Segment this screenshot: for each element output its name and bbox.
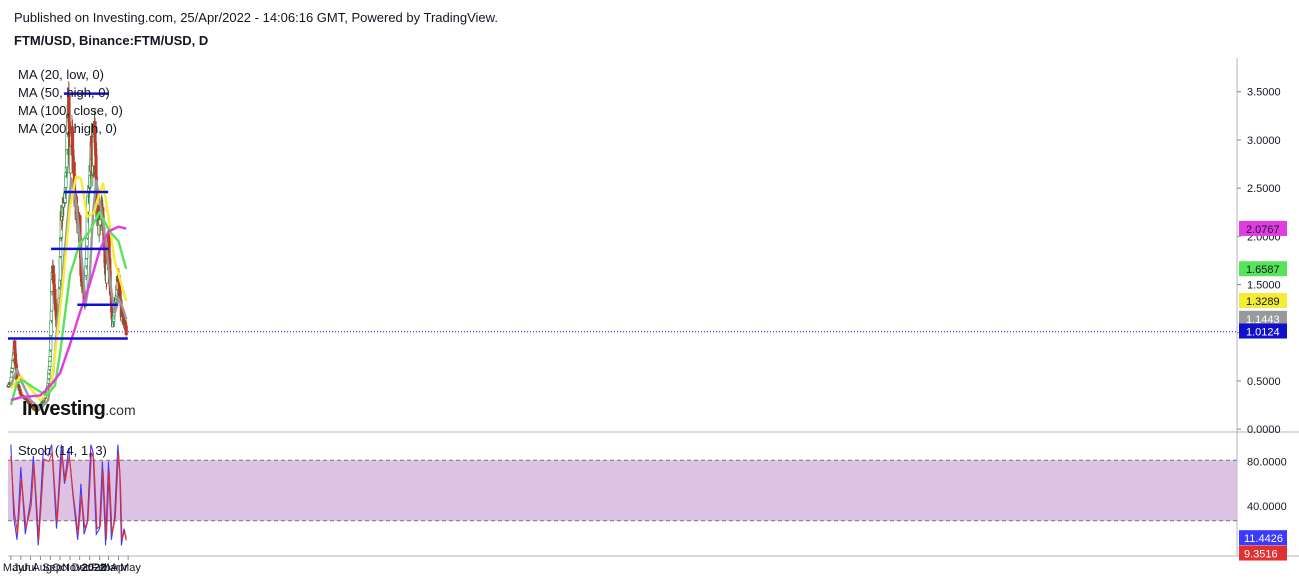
candle-body (9, 372, 14, 378)
ma-line (10, 225, 127, 402)
price-tick-label: 3.5000 (1247, 87, 1281, 99)
time-tick-label: Sep (42, 562, 62, 574)
time-tick-label: Dec (72, 562, 92, 574)
price-tick-label: 0.5000 (1247, 376, 1281, 388)
published-caption: Published on Investing.com, 25/Apr/2022 … (14, 10, 498, 25)
price-tick-label: 2.5000 (1247, 183, 1281, 195)
ma-line (9, 177, 128, 411)
price-label-text: 1.1443 (1246, 314, 1280, 326)
time-tick-label: Aug (32, 562, 52, 574)
time-tick-label: Oct (52, 562, 69, 574)
candle-body (124, 325, 128, 336)
ma-legend-item: MA (50, high, 0) (18, 85, 110, 100)
candle-body (48, 360, 52, 367)
candle-body (47, 366, 52, 371)
candle-body (19, 391, 23, 395)
time-tick-label: Nov (62, 562, 82, 574)
logo-suffix: .com (105, 402, 136, 418)
time-tick-label: May (3, 562, 24, 574)
stoch-line (10, 452, 127, 541)
candle-body (72, 162, 76, 175)
price-label-box (1239, 220, 1287, 236)
price-label-box (1239, 261, 1287, 277)
investing-logo: Investing.com (22, 398, 136, 421)
time-tick-label: 2022 (82, 562, 106, 574)
stoch-label-box (1239, 545, 1287, 561)
stoch-tick-label: 80.0000 (1247, 456, 1287, 468)
price-tick-label: 0.0000 (1247, 424, 1281, 436)
time-tick-label: Apr (110, 562, 127, 574)
time-tick-label: Jul (22, 562, 36, 574)
logo-name: Investing (22, 398, 106, 420)
price-label-text: 1.6587 (1246, 264, 1280, 276)
stoch-tick-label: 40.0000 (1247, 501, 1287, 513)
time-tick-label: Feb (92, 562, 111, 574)
ma-line (9, 175, 128, 402)
stoch-title: Stoch (14, 1, 3) (18, 443, 107, 458)
price-label-text: 1.0124 (1246, 327, 1280, 339)
symbol-title: FTM/USD, Binance:FTM/USD, D (14, 33, 209, 48)
price-tick-label: 3.0000 (1247, 135, 1281, 147)
ma-legend-item: MA (20, low, 0) (18, 67, 104, 82)
stoch-band (8, 460, 1237, 521)
ma-legend: MA (20, low, 0) MA (50, high, 0) MA (100… (18, 66, 123, 138)
ma-line (9, 211, 128, 406)
price-label-box (1239, 323, 1287, 339)
price-label-text: 1.3289 (1246, 296, 1280, 308)
time-tick-label: Mar (101, 562, 120, 574)
price-label-box (1239, 310, 1287, 326)
stoch-label-box (1239, 530, 1287, 546)
price-tick-label: 1.5000 (1247, 280, 1281, 292)
time-tick-label: Jun (13, 562, 31, 574)
stoch-label-text: 9.3516 (1244, 549, 1278, 561)
time-tick-label: May (120, 562, 141, 574)
stoch-label-text: 11.4426 (1244, 533, 1283, 545)
price-label-text: 2.0767 (1246, 224, 1280, 236)
ma-legend-item: MA (100, close, 0) (18, 103, 123, 118)
candle-body (49, 310, 53, 321)
price-label-box (1239, 293, 1287, 309)
ma-legend-item: MA (200, high, 0) (18, 121, 117, 136)
